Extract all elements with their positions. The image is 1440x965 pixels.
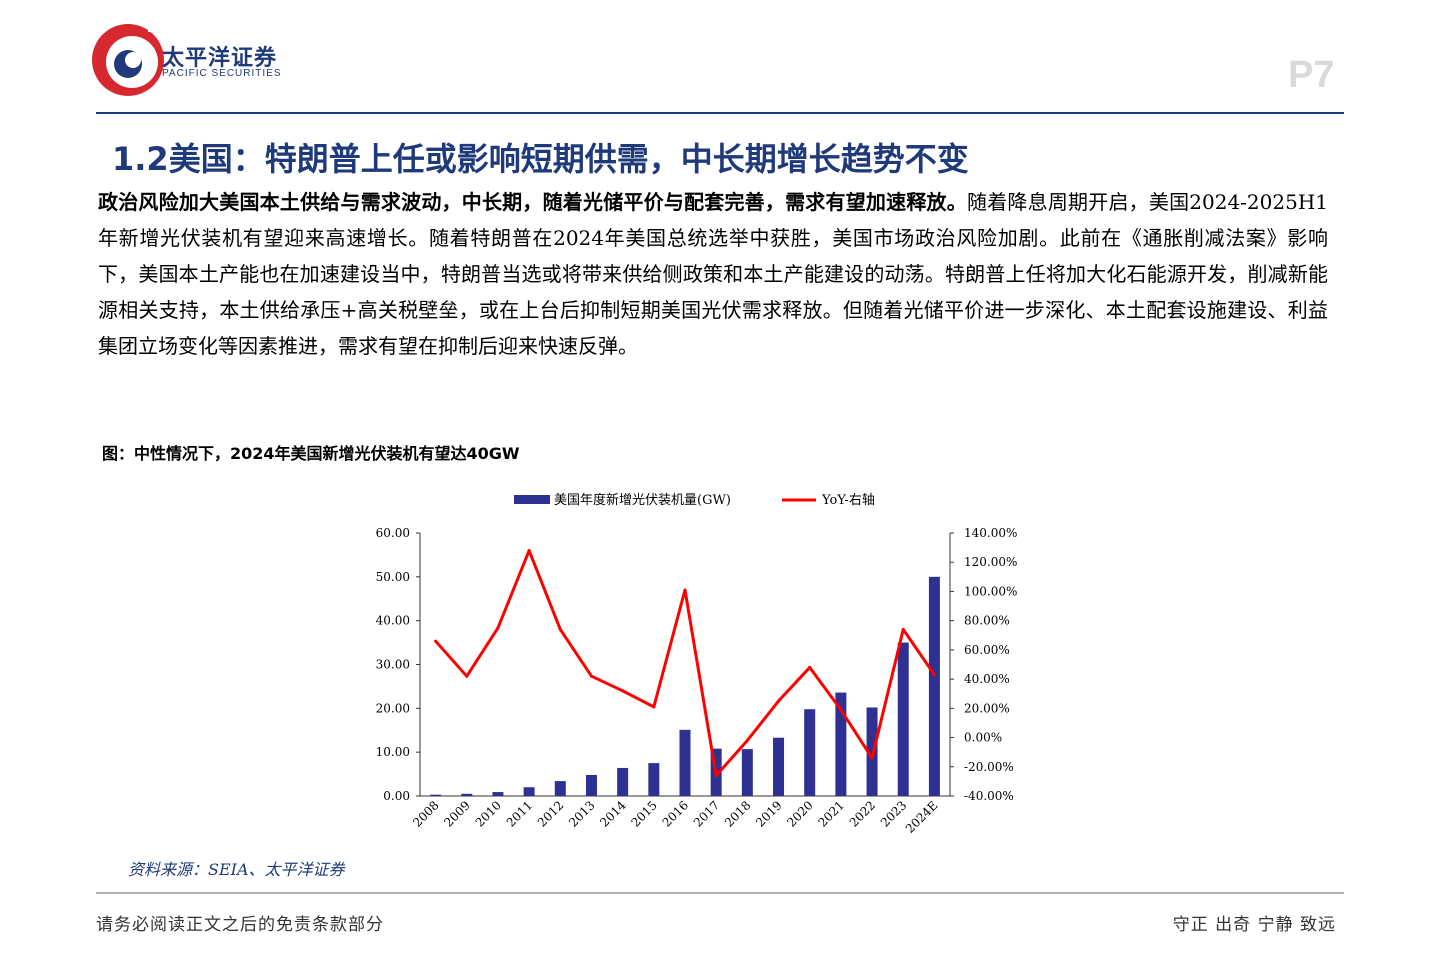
right-axis-tick-label: 140.00%: [964, 526, 1017, 540]
bar-2008: [430, 794, 442, 796]
bar-2019: [773, 737, 785, 796]
bar-2021: [835, 692, 847, 796]
installation-chart: 美国年度新增光伏装机量(GW) YoY-右轴 0.00 10.00 20.00 30.…: [376, 492, 1018, 836]
yoy-point-2008: [434, 639, 438, 643]
yoy-point-2014: [621, 689, 625, 693]
left-axis-tick-label: 0.00: [383, 789, 410, 803]
left-axis-tick-label: 30.00: [376, 658, 410, 672]
left-axis-tick-label: 60.00: [376, 526, 410, 540]
bar-2012: [554, 781, 566, 796]
body-paragraph: 政治风险加大美国本土供给与需求波动，中长期，随着光储平价与配套完善，需求有望加速…: [98, 184, 1328, 364]
yoy-point-2019: [777, 699, 781, 703]
legend-bar-label: 美国年度新增光伏装机量(GW): [554, 492, 731, 508]
x-axis-category-label: 2013: [566, 798, 597, 829]
yoy-point-2023: [901, 627, 905, 631]
yoy-point-2018: [745, 738, 749, 742]
right-axis-tick-label: 80.00%: [964, 614, 1010, 628]
x-axis-category-label: 2019: [753, 798, 784, 829]
right-axis-tick-label: 40.00%: [964, 672, 1010, 686]
company-logo: [92, 20, 168, 96]
yoy-point-2016: [683, 588, 687, 592]
footer-disclaimer: 请务必阅读正文之后的免责条款部分: [96, 915, 384, 935]
footer-divider: [96, 892, 1344, 894]
right-axis-tick-label: 120.00%: [964, 555, 1017, 569]
bar-2013: [585, 774, 597, 796]
x-axis-category-label: 2010: [473, 798, 504, 829]
right-axis-tick-label: -20.00%: [964, 760, 1014, 774]
left-axis-tick-label: 20.00: [376, 701, 410, 715]
bar-2016: [679, 729, 691, 796]
bar-2015: [648, 763, 660, 796]
right-axis-tick-label: 20.00%: [964, 701, 1010, 715]
x-axis-category-label: 2022: [847, 798, 878, 829]
x-axis-category-label: 2014: [597, 798, 629, 830]
x-axis-category-label: 2021: [816, 798, 847, 829]
page-number: P7: [1288, 54, 1335, 96]
x-axis-category-label: 2012: [535, 798, 566, 829]
right-axis-tick-label: 100.00%: [964, 584, 1017, 598]
left-axis-tick-label: 10.00: [376, 745, 410, 759]
right-axis-tick-label: -40.00%: [964, 789, 1014, 803]
legend-line-label: YoY-右轴: [821, 493, 875, 508]
bar-2010: [492, 792, 504, 796]
yoy-point-2021: [839, 708, 843, 712]
chart-legend: 美国年度新增光伏装机量(GW) YoY-右轴: [514, 492, 875, 508]
bar-2014: [617, 767, 629, 796]
yoy-point-2009: [465, 674, 469, 678]
x-axis-category-label: 2018: [722, 798, 753, 829]
yoy-point-2013: [589, 674, 593, 678]
x-axis-category-label: 2011: [504, 798, 535, 829]
yoy-point-2015: [652, 705, 656, 709]
yoy-point-2010: [496, 626, 500, 630]
x-axis-category-label: 2020: [784, 798, 815, 829]
figure-title: 图：中性情况下，2024年美国新增光伏装机有望达40GW: [102, 444, 520, 463]
yoy-point-2012: [558, 627, 562, 631]
bar-2024E: [928, 576, 940, 796]
x-axis-category-label: 2024E: [903, 798, 941, 836]
logo-chinese-name: 太平洋证券: [162, 46, 278, 71]
yoy-point-2011: [527, 549, 531, 553]
x-axis-category-label: 2009: [441, 798, 472, 829]
yoy-point-2017: [714, 774, 718, 778]
body-bold-lead: 政治风险加大美国本土供给与需求波动，中长期，随着光储平价与配套完善，需求有望加速…: [98, 190, 967, 214]
yoy-point-2024E: [932, 673, 936, 677]
header-divider: [96, 112, 1344, 114]
bar-2011: [523, 787, 535, 796]
right-axis-tick-label: 60.00%: [964, 643, 1010, 657]
bar-2023: [897, 642, 909, 796]
left-axis-tick-label: 50.00: [376, 570, 410, 584]
bar-2020: [804, 709, 816, 796]
bar-2009: [461, 793, 473, 796]
x-axis-category-label: 2017: [691, 798, 722, 829]
x-axis-category-label: 2016: [660, 798, 691, 829]
footer-motto: 守正 出奇 宁静 致远: [1172, 915, 1336, 935]
logo-english-name: PACIFIC SECURITIES: [162, 68, 282, 79]
left-axis-tick-label: 40.00: [376, 614, 410, 628]
legend-bar-swatch: [514, 495, 550, 504]
source-note: 资料来源：SEIA、太平洋证券: [128, 860, 345, 879]
body-text: 随着降息周期开启，美国2024-2025H1年新增光伏装机有望迎来高速增长。随着…: [98, 190, 1328, 358]
x-axis-category-label: 2015: [628, 798, 659, 829]
x-axis-category-label: 2008: [410, 798, 441, 829]
right-axis-tick-label: 0.00%: [964, 731, 1002, 745]
yoy-point-2022: [870, 756, 874, 760]
yoy-point-2020: [808, 665, 812, 669]
section-title: 1.2美国：特朗普上任或影响短期供需，中长期增长趋势不变: [112, 140, 969, 178]
bar-2018: [741, 749, 753, 796]
